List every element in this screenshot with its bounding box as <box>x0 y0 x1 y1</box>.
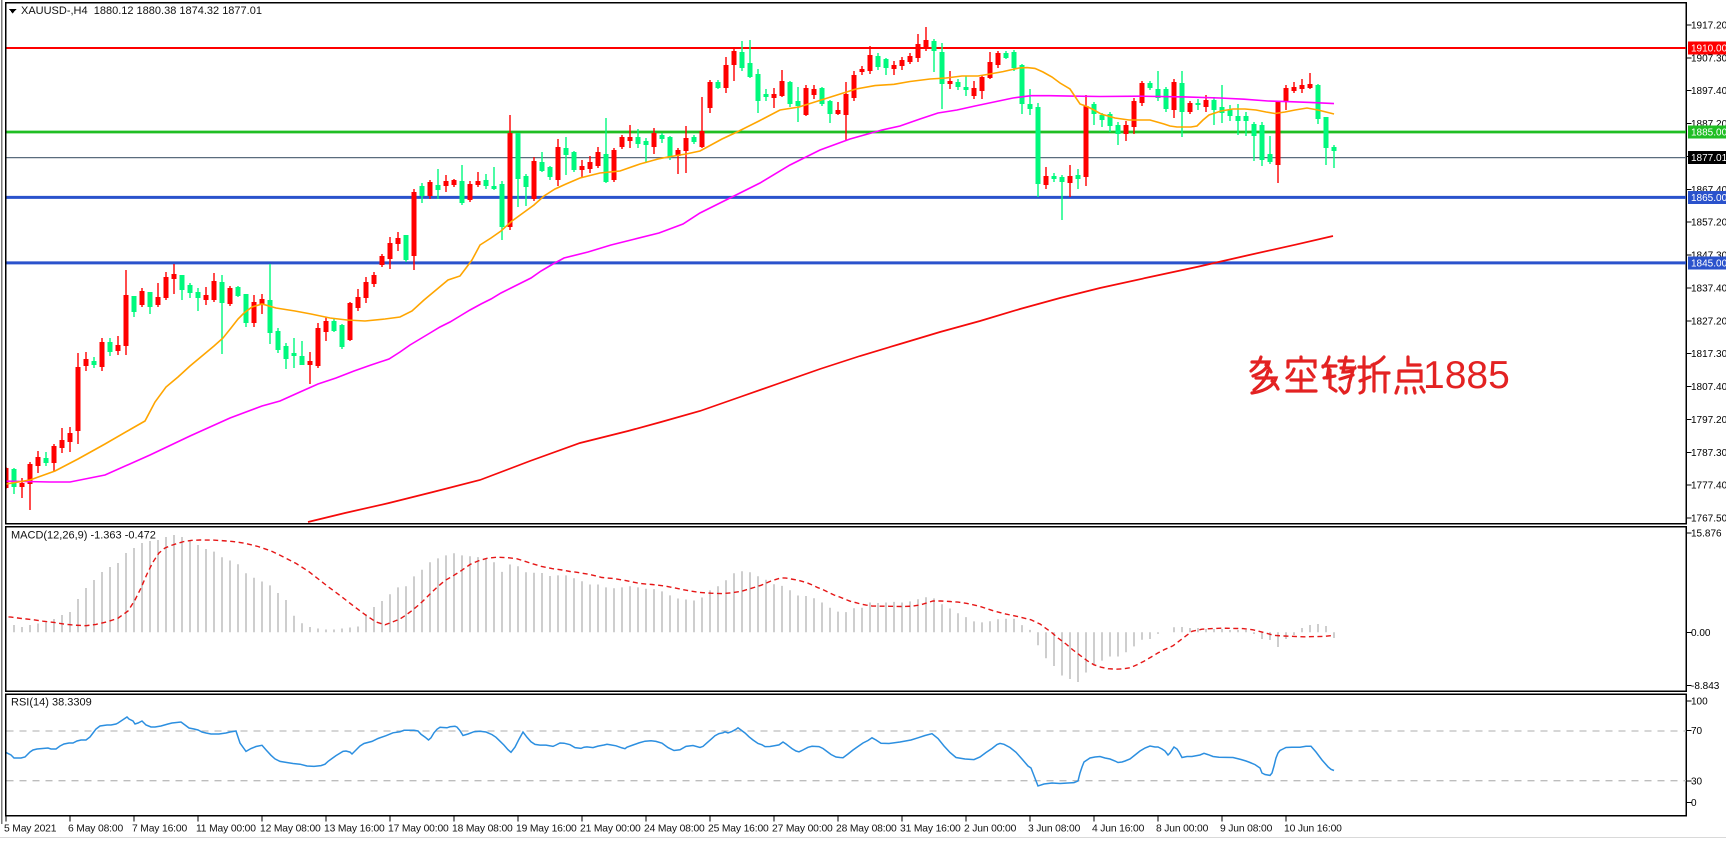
svg-text:1907.30: 1907.30 <box>1691 53 1726 64</box>
svg-text:XAUUSD-,H4 1880.12 1880.38 18: XAUUSD-,H4 1880.12 1880.38 1874.32 1877.… <box>21 5 262 17</box>
svg-text:7 May 16:00: 7 May 16:00 <box>132 824 187 835</box>
svg-text:1827.20: 1827.20 <box>1691 316 1726 327</box>
svg-text:1857.20: 1857.20 <box>1691 218 1726 229</box>
svg-text:28 May 08:00: 28 May 08:00 <box>836 824 897 835</box>
svg-text:70: 70 <box>1691 726 1703 737</box>
svg-text:1867.40: 1867.40 <box>1691 185 1726 196</box>
svg-text:0.00: 0.00 <box>1691 628 1711 639</box>
svg-text:5 May 2021: 5 May 2021 <box>4 824 57 835</box>
svg-text:21 May 00:00: 21 May 00:00 <box>580 824 641 835</box>
svg-text:8 Jun 00:00: 8 Jun 00:00 <box>1156 824 1209 835</box>
svg-text:1847.30: 1847.30 <box>1691 251 1726 262</box>
svg-text:25 May 16:00: 25 May 16:00 <box>708 824 769 835</box>
svg-text:12 May 08:00: 12 May 08:00 <box>260 824 321 835</box>
svg-text:6 May 08:00: 6 May 08:00 <box>68 824 123 835</box>
svg-text:31 May 16:00: 31 May 16:00 <box>900 824 961 835</box>
svg-text:17 May 00:00: 17 May 00:00 <box>388 824 449 835</box>
svg-text:13 May 16:00: 13 May 16:00 <box>324 824 385 835</box>
svg-text:1767.50: 1767.50 <box>1691 514 1726 525</box>
svg-text:MACD(12,26,9) -1.363 -0.472: MACD(12,26,9) -1.363 -0.472 <box>11 530 156 542</box>
svg-text:15.876: 15.876 <box>1691 529 1722 540</box>
svg-text:1910.00: 1910.00 <box>1691 44 1726 55</box>
svg-text:11 May 00:00: 11 May 00:00 <box>196 824 256 835</box>
svg-text:-8.843: -8.843 <box>1691 681 1720 692</box>
svg-text:1877.01: 1877.01 <box>1691 153 1726 164</box>
svg-text:2 Jun 00:00: 2 Jun 00:00 <box>964 824 1017 835</box>
svg-text:1817.30: 1817.30 <box>1691 349 1726 360</box>
svg-text:18 May 08:00: 18 May 08:00 <box>452 824 513 835</box>
svg-text:100: 100 <box>1691 697 1708 708</box>
svg-text:1885: 1885 <box>1423 354 1510 397</box>
svg-text:1897.40: 1897.40 <box>1691 86 1726 97</box>
svg-text:19 May 16:00: 19 May 16:00 <box>516 824 577 835</box>
svg-text:1777.40: 1777.40 <box>1691 481 1726 492</box>
svg-text:1787.30: 1787.30 <box>1691 448 1726 459</box>
svg-text:10 Jun 16:00: 10 Jun 16:00 <box>1284 824 1342 835</box>
svg-text:1887.20: 1887.20 <box>1691 119 1726 130</box>
svg-text:30: 30 <box>1691 777 1703 788</box>
svg-text:1885.00: 1885.00 <box>1691 128 1726 139</box>
svg-text:27 May 00:00: 27 May 00:00 <box>772 824 833 835</box>
svg-text:1807.40: 1807.40 <box>1691 382 1726 393</box>
svg-text:1865.00: 1865.00 <box>1691 193 1726 204</box>
svg-text:1797.20: 1797.20 <box>1691 415 1726 426</box>
svg-text:9 Jun 08:00: 9 Jun 08:00 <box>1220 824 1273 835</box>
svg-text:1845.00: 1845.00 <box>1691 258 1726 269</box>
svg-text:0: 0 <box>1691 798 1697 809</box>
svg-text:4 Jun 16:00: 4 Jun 16:00 <box>1092 824 1145 835</box>
svg-text:1917.20: 1917.20 <box>1691 21 1726 32</box>
svg-text:RSI(14) 38.3309: RSI(14) 38.3309 <box>11 697 92 709</box>
svg-text:1837.40: 1837.40 <box>1691 283 1726 294</box>
svg-text:24 May 08:00: 24 May 08:00 <box>644 824 705 835</box>
svg-text:3 Jun 08:00: 3 Jun 08:00 <box>1028 824 1081 835</box>
